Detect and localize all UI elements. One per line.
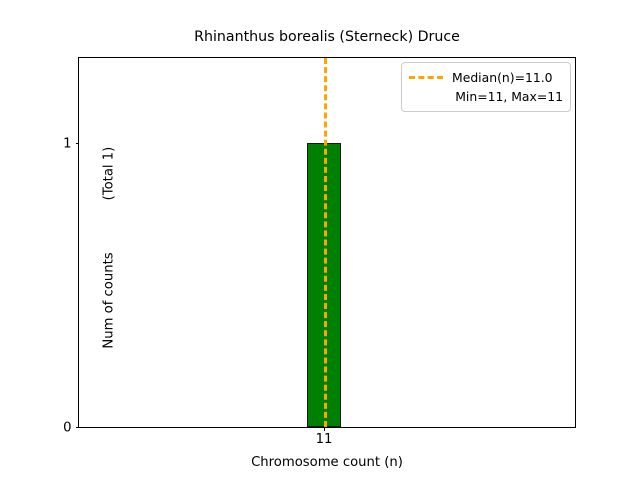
page-title: Rhinanthus borealis (Sterneck) Druce	[194, 29, 460, 45]
legend-item-median: Median(n)=11.0	[409, 68, 563, 87]
legend-label-range: Min=11, Max=11	[455, 89, 563, 104]
x-axis-label: Chromosome count (n)	[251, 455, 403, 470]
dashed-line-icon	[409, 76, 443, 79]
ytick-label-1: 1	[63, 136, 72, 152]
legend: Median(n)=11.0 Min=11, Max=11	[401, 62, 571, 112]
xtick-11	[324, 427, 326, 431]
ytick-1: 1	[63, 137, 79, 152]
plot-area: 0 1 11 Median(n)=11.0 Min=11, Max=11 Num…	[63, 57, 576, 447]
plot-inner	[79, 58, 575, 427]
legend-item-range: Min=11, Max=11	[409, 87, 563, 106]
xtick-label-11: 11	[315, 432, 333, 447]
legend-label-median: Median(n)=11.0	[452, 70, 553, 85]
ytick-0: 0	[63, 421, 79, 436]
ytick-label-0: 0	[63, 420, 72, 436]
median-line	[324, 58, 328, 427]
y-axis-label-secondary: (Total 1)	[101, 146, 117, 201]
